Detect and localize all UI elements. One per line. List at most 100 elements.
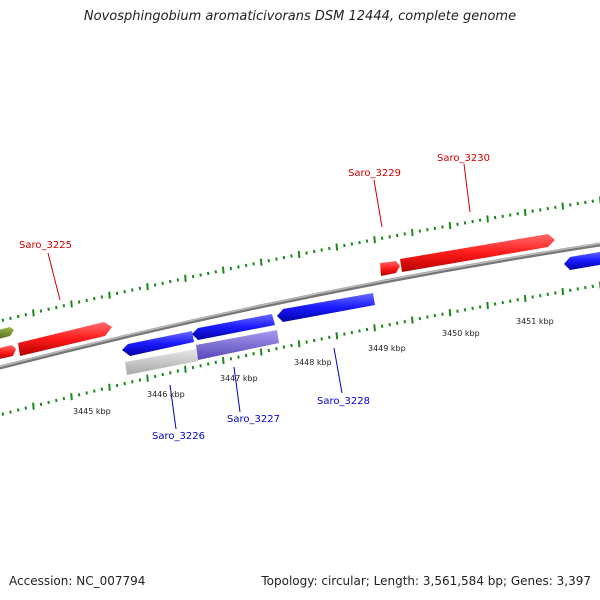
inner-tick [373,324,376,332]
gene-saro-3225[interactable] [18,322,112,356]
outer-tick [561,202,565,210]
gene-saro-3227a[interactable] [192,314,275,340]
inner-tick [191,365,195,370]
inner-tick [554,291,557,295]
outer-tick [411,228,414,237]
outer-tick [546,206,550,211]
outer-tick [448,222,452,230]
topology-text: Topology: circular; Length: 3,561,584 bp… [261,574,591,588]
outer-tick [108,291,111,299]
inner-tick [47,400,50,405]
inner-tick [108,383,111,391]
inner-tick [153,374,157,379]
gene-saro-3230[interactable] [400,234,555,272]
outer-tick [206,271,210,276]
outer-tick [584,200,587,205]
outer-tick [531,209,534,213]
inner-tick [123,381,126,386]
gene-saro-3228[interactable] [277,293,375,322]
inner-tick [539,294,542,298]
outer-tick [373,236,376,244]
outer-tick [591,199,595,203]
outer-tick [456,222,459,226]
label-saro-3226[interactable]: Saro_3226 [152,431,205,442]
backbone [0,242,600,370]
outer-tick [169,279,172,284]
label-saro-3227[interactable]: Saro_3227 [227,414,280,425]
label-leaders [47,163,471,430]
outer-tick [47,307,50,311]
gene-name-labels: Saro_3225 Saro_3229 Saro_3230 Saro_3226 … [19,153,490,442]
label-saro-3225[interactable]: Saro_3225 [19,240,72,251]
inner-tick [508,299,512,303]
label-saro-3229[interactable]: Saro_3229 [348,168,401,179]
inner-tick [456,309,459,313]
inner-tick [546,292,550,296]
inner-tick [569,288,572,292]
inner-tick [584,285,587,290]
outer-tick [471,219,474,224]
gene-green[interactable] [0,327,14,340]
inner-tick [282,345,286,349]
outer-tick [275,257,278,261]
outer-tick [176,278,180,282]
scale-label-3450: 3450 kbp [442,329,480,338]
inner-tick [486,301,489,309]
outer-tick [328,246,331,251]
inner-tick [161,372,164,377]
inner-tick [395,321,399,325]
outer-tick [244,263,248,268]
outer-tick [55,305,58,310]
scale-label-3448: 3448 kbp [294,358,332,367]
inner-tick [24,406,28,410]
outer-tick [516,212,519,216]
outer-tick [380,236,384,240]
inner-tick [328,335,331,339]
outer-tick [388,235,391,239]
inner-tick [184,365,187,373]
inner-tick [403,320,407,324]
outer-tick [131,288,134,292]
gene-red-left-stub[interactable] [0,345,16,360]
inner-tick [478,305,482,309]
gene-right-blue[interactable] [564,251,600,270]
genome-title: Novosphingobium aromaticivorans DSM 1244… [83,9,517,24]
outer-tick [554,205,557,209]
inner-tick [55,398,58,403]
inner-tick [426,315,429,319]
inner-tick [433,313,437,318]
inner-tick [411,316,414,324]
label-saro-3228[interactable]: Saro_3228 [317,396,370,407]
inner-tick [32,402,35,410]
inner-tick [267,348,271,353]
outer-tick [441,225,444,229]
outer-tick [508,213,512,217]
outer-tick [93,296,96,301]
inner-tick [531,295,534,299]
scale-label-3447: 3447 kbp [220,374,258,383]
inner-tick [259,348,263,356]
inner-tick [516,298,519,302]
rna-purple[interactable] [196,330,279,360]
inner-tick [214,360,218,364]
inner-tick [100,387,104,391]
label-saro-3230[interactable]: Saro_3230 [437,153,490,164]
inner-tick [523,294,527,302]
inner-tick-ring [1,281,600,416]
inner-tick [77,393,81,397]
outer-tick [312,249,316,254]
outer-tick [153,283,157,287]
gene-saro-3229[interactable] [380,261,400,276]
inner-tick [16,408,20,412]
outer-tick-ring [1,196,600,322]
outer-tick [350,242,354,246]
rna-gray[interactable] [125,349,198,375]
inner-tick [176,369,180,373]
outer-tick [62,304,66,308]
outer-tick [259,258,263,266]
gene-saro-3226[interactable] [122,331,194,356]
inner-tick [312,338,316,343]
inner-tick [206,362,210,366]
